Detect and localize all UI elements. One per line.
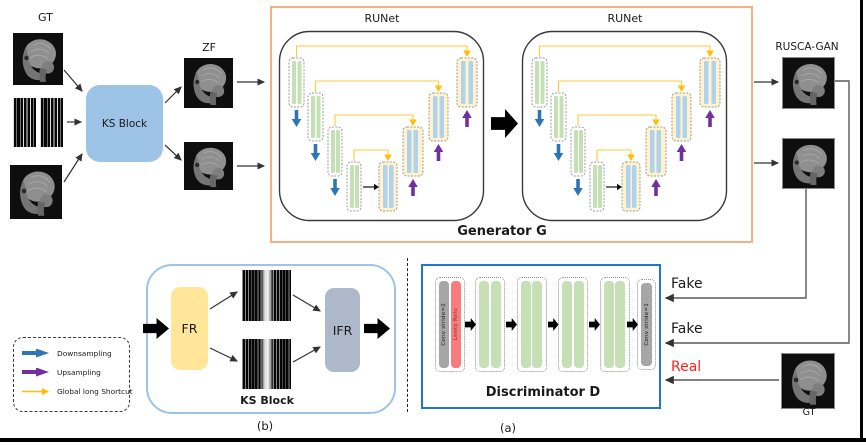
discriminator-label: Discriminator D [485, 385, 601, 400]
disc-conv-block-3 [558, 277, 588, 372]
generator-box [270, 6, 753, 243]
zf-image-2 [184, 142, 233, 190]
fake-label-top: Fake [671, 276, 703, 292]
gt-reference-image [781, 353, 835, 409]
disc-conv-block-4 [599, 277, 630, 372]
caption-a: (a) [499, 421, 517, 435]
disc-arrow-icon [506, 318, 517, 331]
legend-label: Downsampling [57, 348, 112, 358]
legend-box: Downsampling Upsampling Global long Shor… [13, 337, 133, 412]
legend-item-upsampling: Upsampling [22, 366, 101, 378]
disc-layer-conv-final: Conv stride=1 [637, 279, 656, 370]
legend-item-downsampling: Downsampling [22, 347, 112, 359]
sampling-mask-image [13, 98, 63, 147]
brain-mri-icon [782, 354, 834, 408]
conv-stride1-label: Conv stride=1 [643, 303, 650, 346]
gt-brain-image-1 [13, 33, 63, 85]
mask-panel-right [40, 98, 63, 147]
generator-label: Generator G [457, 224, 547, 239]
ks-block-label: KS Block [101, 117, 148, 130]
disc-layer-conv-lrelu: Conv stride=2 Leaky Relu [435, 277, 465, 372]
conv-bar [603, 281, 614, 368]
mask-panel-left [13, 98, 36, 147]
runet-label-2: RUNet [607, 12, 643, 25]
zf-label: ZF [202, 41, 216, 54]
conv-bar [490, 281, 501, 368]
real-label: Real [671, 359, 702, 375]
legend-label: Upsampling [57, 367, 101, 377]
output-image-1 [782, 57, 835, 109]
caption-b: (b) [256, 419, 274, 433]
brain-mri-icon [13, 33, 63, 85]
runet-diagram-2 [521, 30, 728, 222]
kspace-image-2 [242, 339, 291, 389]
conv-stride2-bar: Conv stride=2 [439, 281, 450, 368]
leaky-relu-label: Leaky Relu [452, 308, 459, 341]
disc-arrow-icon [465, 318, 476, 331]
fake-label-bottom: Fake [671, 321, 703, 337]
runet-label-1: RUNet [364, 12, 400, 25]
ks-block: KS Block [86, 85, 163, 162]
gt-brain-image-2 [10, 165, 62, 219]
conv-bar [615, 281, 626, 368]
section-separator [407, 258, 408, 412]
brain-mri-icon [184, 58, 233, 108]
disc-conv-block-1 [475, 277, 505, 372]
legend-item-shortcut: Global long Shortcut [22, 385, 133, 397]
conv-bar [520, 281, 531, 368]
legend-label: Global long Shortcut [57, 386, 133, 396]
conv-bar [562, 281, 573, 368]
gt-reference-label: GT [802, 407, 816, 418]
conv-bar [573, 281, 584, 368]
gt-input-label: GT [38, 11, 53, 24]
kspace-image-1 [242, 270, 291, 321]
brain-mri-icon [783, 139, 834, 188]
brain-mri-icon [184, 142, 233, 190]
ifr-block: IFR [325, 288, 360, 372]
output-image-2 [782, 138, 835, 189]
disc-arrow-icon [547, 318, 559, 331]
discriminator-box: Conv stride=2 Leaky Relu Conv stride=1 [421, 264, 661, 409]
runet-diagram-1 [278, 30, 485, 222]
downsampling-arrow-icon [22, 348, 49, 358]
conv-stride2-label: Conv stride=2 [441, 303, 448, 346]
brain-mri-icon [783, 58, 834, 108]
conv-bar [532, 281, 543, 368]
disc-conv-block-2 [516, 277, 547, 372]
leaky-relu-bar: Leaky Relu [450, 281, 461, 368]
disc-arrow-icon [589, 318, 600, 331]
shortcut-arrow-icon [22, 387, 49, 395]
disc-arrow-icon [627, 318, 638, 331]
fr-label: FR [181, 321, 198, 336]
conv-bar [479, 281, 490, 368]
page-border-bottom [0, 438, 866, 442]
rusca-gan-label: RUSCA-GAN [775, 41, 839, 53]
ks-block-detail-label: KS Block [240, 394, 294, 407]
conv-stride1-bar: Conv stride=1 [641, 283, 652, 366]
fr-block: FR [171, 287, 208, 370]
upsampling-arrow-icon [22, 367, 49, 377]
brain-mri-icon [10, 165, 62, 219]
page-border-right [860, 0, 863, 441]
ks-block-detail-box [146, 264, 396, 414]
zf-image-1 [184, 58, 233, 108]
ifr-label: IFR [332, 322, 353, 338]
